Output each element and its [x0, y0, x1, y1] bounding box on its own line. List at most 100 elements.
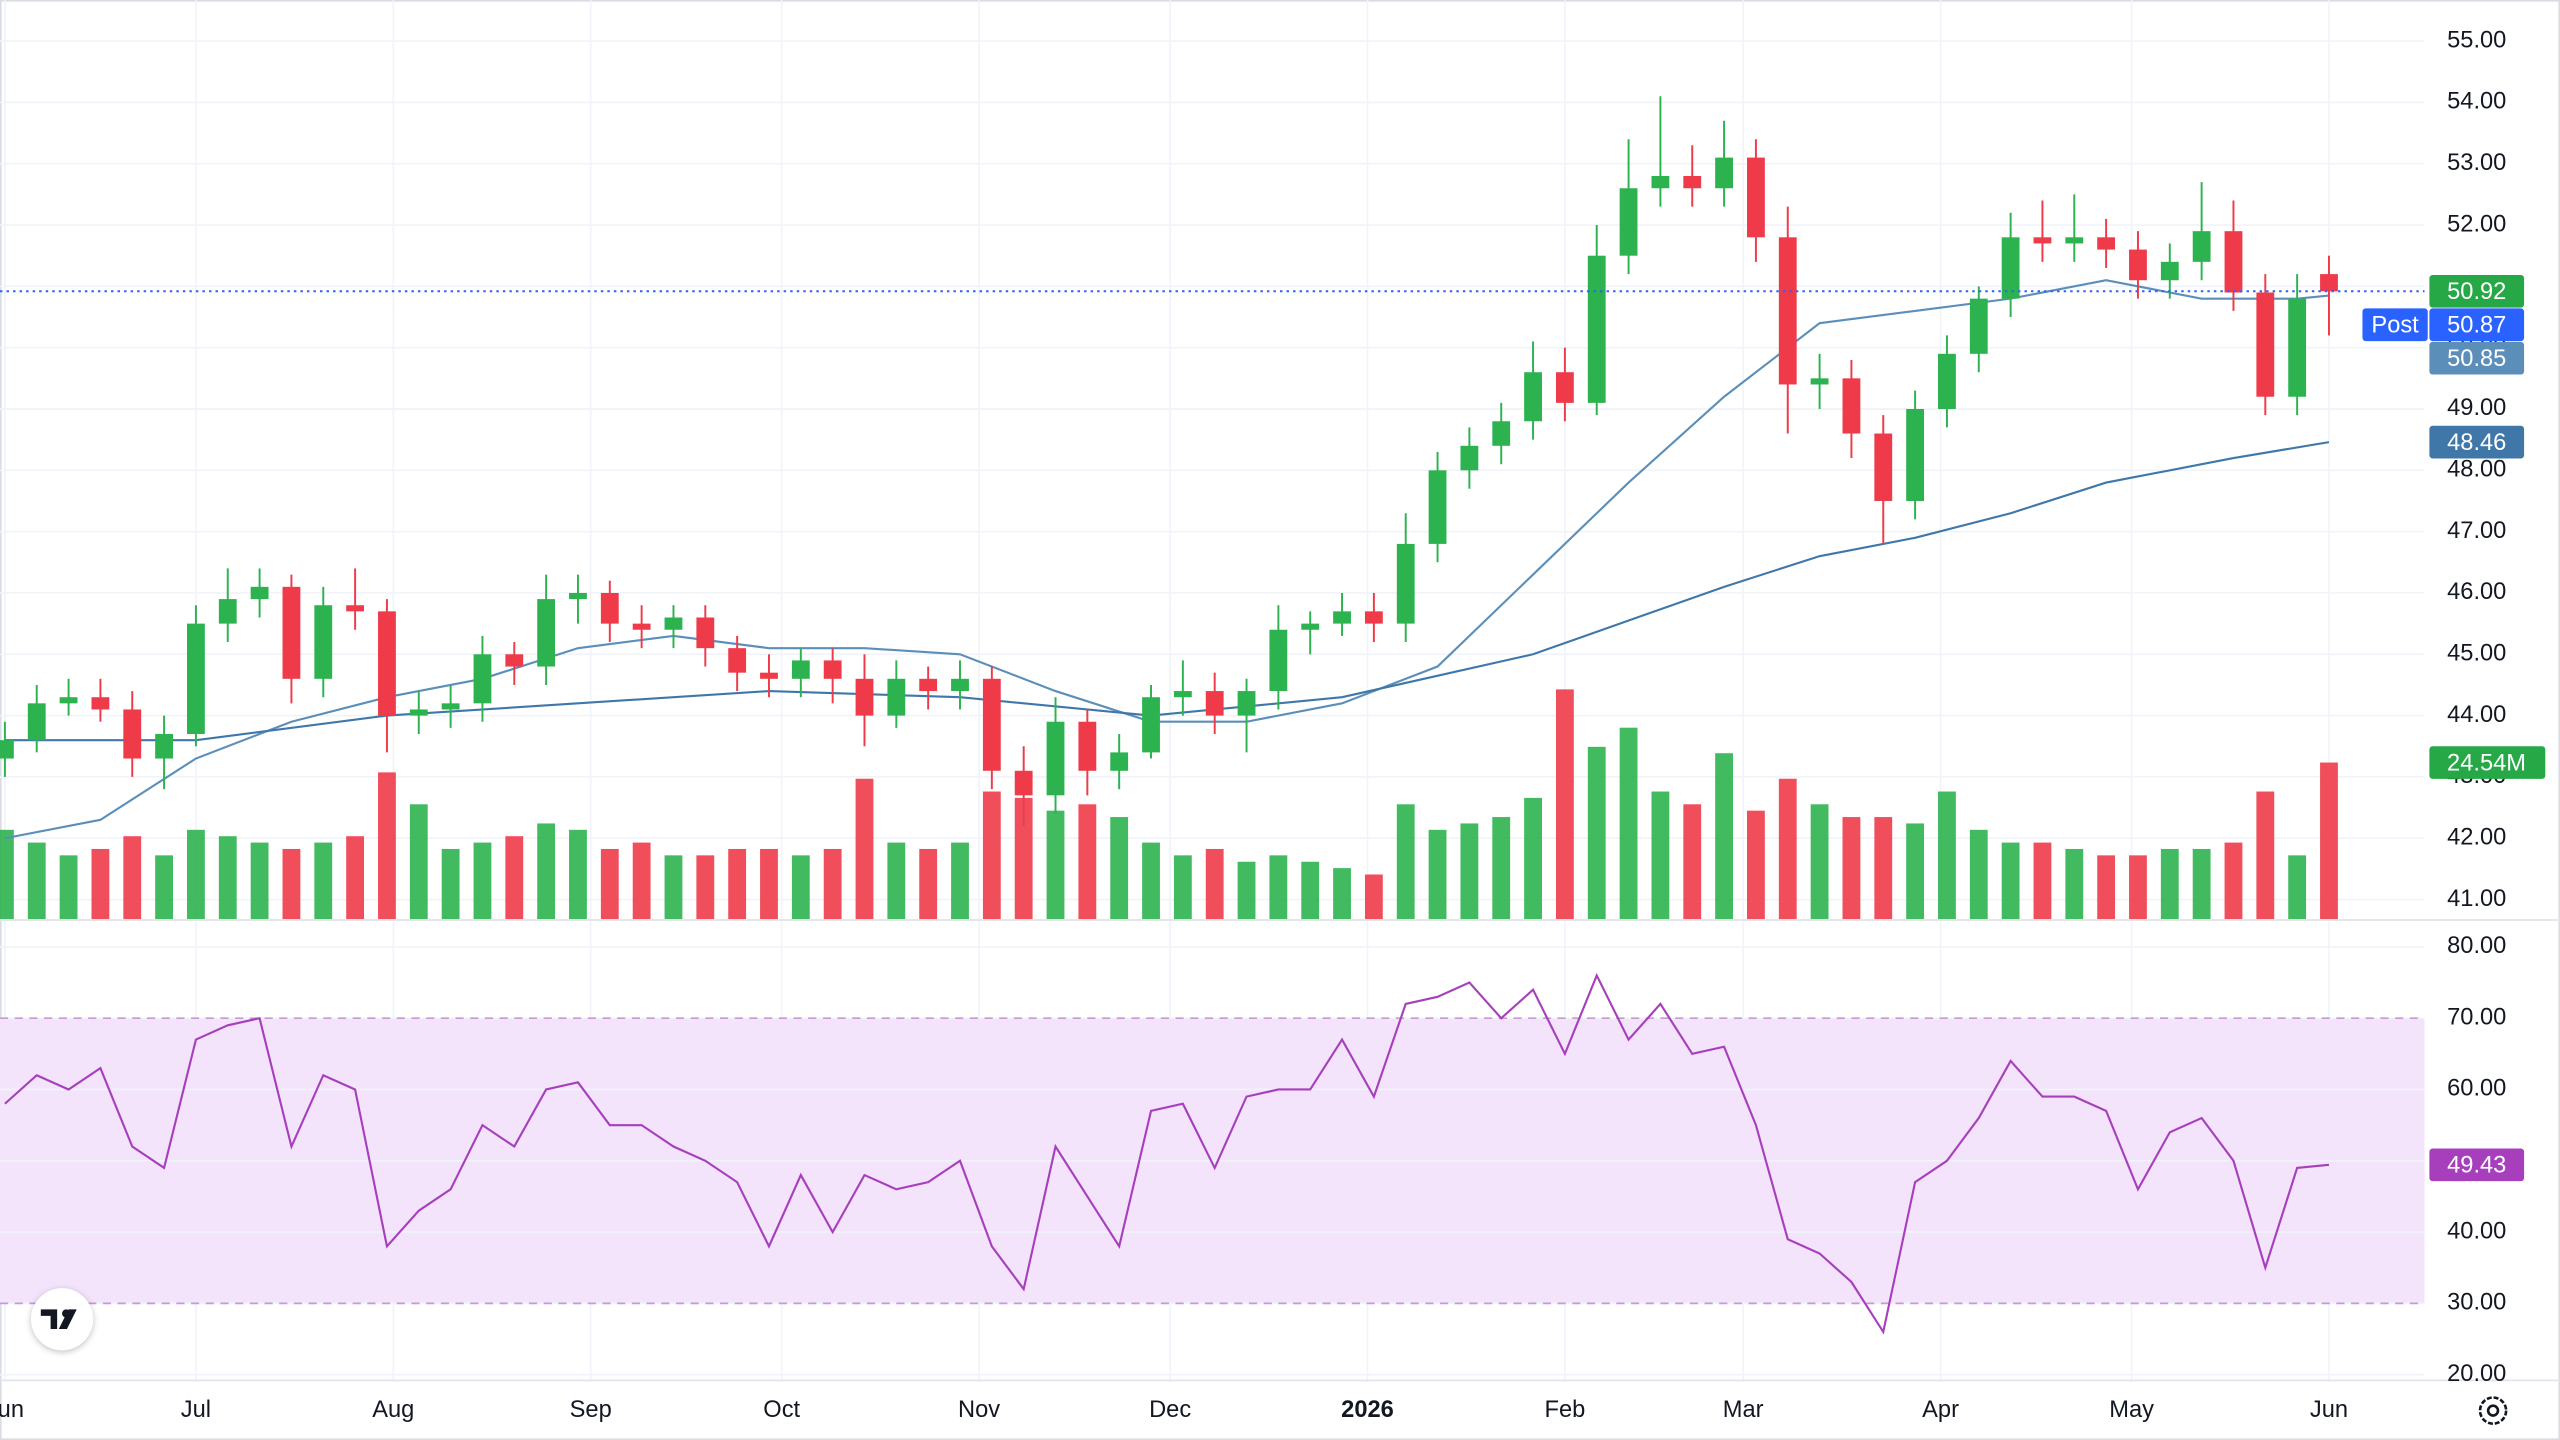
candle-body — [1078, 721, 1097, 771]
volume-tag-bg — [2429, 746, 2546, 779]
volume-bar — [27, 842, 46, 920]
candle-body — [1110, 752, 1129, 771]
candle-body — [1492, 421, 1511, 446]
volume-bar — [1715, 753, 1733, 920]
candle-body — [1142, 697, 1160, 753]
volume-bar — [2033, 842, 2052, 920]
rsi-tag-bg — [2429, 1148, 2525, 1182]
volume-bar — [378, 772, 396, 920]
candle-body — [1651, 175, 1670, 189]
x-tick-label: Sep — [570, 1397, 612, 1423]
candle-body — [2160, 261, 2179, 281]
candle-body — [27, 703, 46, 741]
y-tick-label: 40.00 — [2447, 1218, 2506, 1244]
candle-body — [1715, 157, 1733, 189]
volume-bar — [537, 823, 556, 920]
volume-bar — [600, 848, 619, 920]
x-tick-label: Aug — [372, 1397, 414, 1423]
candle-body — [2065, 237, 2084, 244]
candle-body — [664, 617, 683, 630]
volume-bar — [409, 804, 428, 920]
x-tick-label: Nov — [958, 1397, 1000, 1423]
x-tick-label: Dec — [1149, 1397, 1191, 1423]
candle-body — [1938, 353, 1956, 410]
candle-body — [1333, 611, 1351, 624]
volume-bar — [1173, 855, 1192, 920]
volume-bar — [346, 836, 365, 920]
logo[interactable] — [31, 1288, 94, 1351]
x-tick-label: Mar — [1723, 1397, 1764, 1423]
volume-bar — [314, 842, 333, 920]
y-tick-label: 47.00 — [2447, 518, 2506, 544]
logo-badge[interactable] — [31, 1288, 94, 1351]
volume-bar — [2288, 855, 2307, 920]
volume-bar — [441, 848, 460, 920]
volume-bar — [1747, 810, 1765, 920]
volume-bar — [1301, 861, 1320, 920]
price-tag: 50.85 — [2429, 341, 2525, 375]
volume-bar — [2160, 848, 2179, 920]
candle-body — [1428, 470, 1447, 544]
volume-bar — [2097, 855, 2116, 920]
volume-bar — [632, 842, 651, 920]
candle-body — [855, 678, 874, 716]
volume-bar — [1396, 804, 1415, 920]
volume-bar — [919, 848, 938, 920]
post-tag-label-bg — [2362, 308, 2428, 342]
volume-bar — [59, 855, 78, 920]
x-tick-label: Jun — [2310, 1397, 2348, 1423]
volume-bar — [1237, 861, 1256, 920]
volume-bar — [728, 848, 747, 920]
volume-bar — [1619, 727, 1638, 920]
candle-body — [2320, 274, 2338, 292]
candle-body — [1969, 298, 1988, 354]
candle-body — [1842, 378, 1861, 434]
y-tick-label: 46.00 — [2447, 579, 2506, 605]
candle-body — [378, 611, 396, 716]
candle-body — [2288, 298, 2307, 397]
price-tag-text: 50.87 — [2447, 313, 2506, 339]
candle-body — [1587, 255, 1606, 403]
candle-body — [250, 586, 269, 600]
candle-body — [2001, 237, 2020, 299]
volume-bar — [473, 842, 492, 920]
volume-bar — [1205, 848, 1224, 920]
candle-body — [2033, 237, 2052, 244]
volume-bar — [1142, 842, 1160, 920]
gear-outline — [2478, 1396, 2508, 1425]
price-tag-bg — [2429, 308, 2525, 342]
candle-body — [1683, 175, 1702, 189]
price-tag-text: 48.46 — [2447, 430, 2506, 456]
candle-body — [314, 605, 333, 679]
volume-bar — [1014, 797, 1033, 920]
candle-body — [187, 623, 205, 734]
candle-body — [59, 697, 78, 704]
y-tick-label: 55.00 — [2447, 27, 2506, 53]
y-tick-label: 54.00 — [2447, 89, 2506, 115]
rsi-line — [4, 972, 2330, 1335]
candle-body — [1173, 691, 1192, 698]
candle-body — [2129, 249, 2147, 281]
candle-body — [1301, 623, 1320, 630]
volume-bar — [1683, 804, 1702, 920]
candle-body — [982, 678, 1001, 771]
candle-body — [1237, 691, 1256, 716]
candle-body — [728, 648, 747, 673]
price-tag: 48.46 — [2429, 425, 2525, 459]
volume-bar — [1651, 791, 1670, 920]
volume-bar — [1938, 791, 1956, 920]
settings-button[interactable] — [2478, 1396, 2508, 1425]
volume-bar — [1524, 797, 1542, 920]
volume-bar — [887, 842, 906, 920]
candle-body — [1524, 372, 1542, 422]
candle-body — [1460, 445, 1479, 471]
candle-body — [1619, 188, 1638, 256]
candle-body — [569, 592, 587, 600]
price-tag-bg — [2429, 425, 2525, 459]
candle-body — [951, 678, 969, 692]
candle-body — [441, 703, 460, 710]
x-tick-label: Jul — [181, 1397, 211, 1423]
price-tag-bg — [2429, 341, 2525, 375]
